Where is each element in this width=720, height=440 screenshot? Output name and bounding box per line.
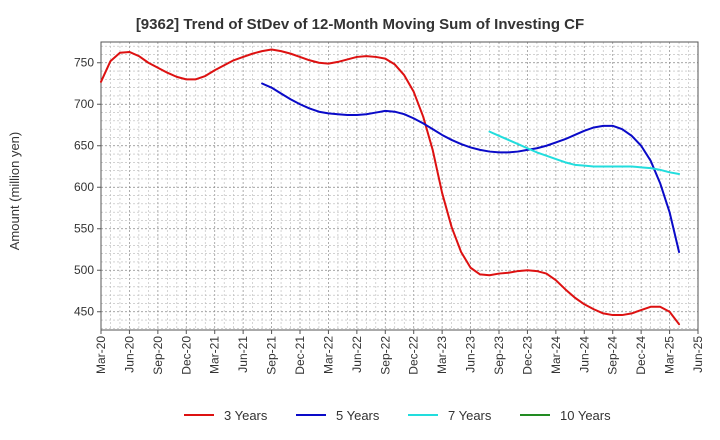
x-tick-label: Jun-23 [464, 336, 478, 373]
y-tick-label: 450 [74, 305, 94, 319]
x-tick-label: Jun-25 [691, 336, 705, 373]
legend-label: 7 Years [448, 408, 492, 423]
x-tick-label: Jun-24 [577, 336, 591, 373]
legend-label: 5 Years [336, 408, 380, 423]
x-tick-label: Dec-22 [407, 336, 421, 375]
y-tick-label: 700 [74, 97, 94, 111]
x-tick-label: Dec-20 [179, 336, 193, 375]
legend-label: 3 Years [224, 408, 268, 423]
x-tick-label: Mar-22 [321, 336, 335, 374]
x-tick-label: Dec-23 [520, 336, 534, 375]
plot-frame [100, 41, 699, 331]
x-tick-label: Sep-23 [492, 336, 506, 375]
x-tick-label: Mar-24 [549, 336, 563, 374]
chart-title: [9362] Trend of StDev of 12-Month Moving… [136, 16, 584, 33]
x-tick-label: Dec-21 [293, 336, 307, 375]
y-axis-label: Amount (million yen) [7, 132, 22, 251]
x-tick-label: Mar-23 [435, 336, 449, 374]
legend-item: 7 Years [408, 408, 492, 423]
x-tick-label: Sep-20 [151, 336, 165, 375]
x-tick-label: Sep-21 [265, 336, 279, 375]
series-line-3-years [100, 48, 681, 326]
y-tick-label: 600 [74, 180, 94, 194]
series-line-5-years [261, 82, 681, 253]
legend-label: 10 Years [560, 408, 611, 423]
x-tick-label: Sep-22 [378, 336, 392, 375]
y-tick-label: 650 [74, 139, 94, 153]
y-tick-label: 550 [74, 222, 94, 236]
x-tick-label: Jun-22 [350, 336, 364, 373]
legend-item: 3 Years [184, 408, 268, 423]
x-tick-label: Jun-21 [236, 336, 250, 373]
legend: 3 Years 5 Years 7 Years 10 Years [184, 408, 611, 423]
series-layer [100, 48, 681, 326]
x-tick-label: Mar-25 [663, 336, 677, 374]
x-tick-label: Jun-20 [122, 336, 136, 373]
x-tick-label: Sep-24 [606, 336, 620, 375]
x-tick-label: Mar-21 [208, 336, 222, 374]
x-tick-label: Dec-24 [634, 336, 648, 375]
x-tick-label: Mar-20 [94, 336, 108, 374]
y-tick-label: 750 [74, 56, 94, 70]
series-line-7-years [488, 130, 681, 175]
legend-item: 10 Years [520, 408, 611, 423]
legend-item: 5 Years [296, 408, 380, 423]
axis-layer: 450 500 550 600 650 700 750 Mar-20 Jun-20 Sep-20 D… [74, 41, 705, 375]
y-tick-label: 500 [74, 263, 94, 277]
grid-layer [100, 42, 699, 330]
